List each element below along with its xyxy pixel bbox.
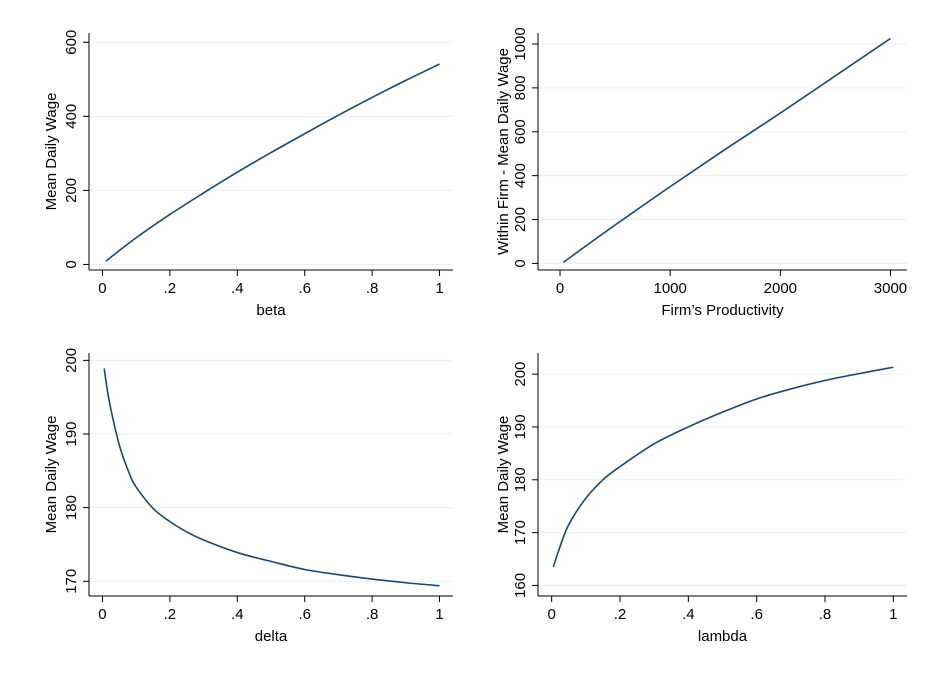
panel-4-series-line bbox=[552, 366, 894, 568]
panel-1-x-tick-label: .2 bbox=[164, 280, 177, 297]
panel-3-y-axis-title: Mean Daily Wage bbox=[43, 416, 60, 534]
panel-2-y-tick-label: 600 bbox=[512, 119, 529, 144]
panel-2-x-tick-label: 0 bbox=[556, 280, 564, 297]
panel-3-y-tick-label: 170 bbox=[63, 569, 80, 594]
panel-2-y-axis-title: Within Firm - Mean Daily Wage bbox=[495, 48, 512, 255]
panel-3-x-axis-title: delta bbox=[255, 628, 288, 645]
panel-1: 0 200 400 600 0 .2 .4 .6 .8 1 beta Mean Daily Wage bbox=[43, 30, 453, 319]
panel-3-y-tick-label: 190 bbox=[63, 421, 80, 446]
panel-2-x-tick-label: 3000 bbox=[874, 280, 907, 297]
panel-3-x-tick-label: 1 bbox=[435, 606, 443, 623]
panel-1-x-axis-title: beta bbox=[256, 302, 286, 319]
panel-2-y-tick-label: 400 bbox=[512, 163, 529, 188]
panel-3-y-tick-label: 200 bbox=[63, 348, 80, 373]
panel-1-x-tick-label: 0 bbox=[98, 280, 106, 297]
panel-1-y-axis-title: Mean Daily Wage bbox=[43, 93, 60, 211]
panel-4-x-tick-label: .6 bbox=[750, 606, 763, 623]
panel-3-x-tick-label: .2 bbox=[164, 606, 177, 623]
panel-4-x-tick-label: 1 bbox=[889, 606, 897, 623]
panel-4-x-tick-label: .4 bbox=[682, 606, 695, 623]
panel-3: 170 180 190 200 0 .2 .4 .6 .8 1 delta Mean Daily Wa… bbox=[43, 348, 453, 645]
panel-2-y-tick-label: 200 bbox=[512, 207, 529, 232]
panel-1-x-tick-label: 1 bbox=[435, 280, 443, 297]
panel-4-x-tick-label: .2 bbox=[614, 606, 627, 623]
panel-4: 160 170 180 190 200 0 .2 .4 .6 .8 1 lambda Mean Dail… bbox=[495, 353, 907, 645]
panel-2-y-tick-label: 1000 bbox=[512, 27, 529, 60]
panel-3-series-line bbox=[103, 368, 440, 587]
panel-4-y-tick-label: 170 bbox=[512, 520, 529, 545]
panel-3-y-tick-label: 180 bbox=[63, 495, 80, 520]
panel-4-x-tick-label: 0 bbox=[547, 606, 555, 623]
panel-1-x-tick-label: .8 bbox=[366, 280, 379, 297]
panel-2-x-tick-label: 1000 bbox=[653, 280, 686, 297]
panel-4-y-axis-title: Mean Daily Wage bbox=[495, 416, 512, 534]
panel-4-x-tick-label: .8 bbox=[819, 606, 832, 623]
panel-1-series-line bbox=[105, 63, 440, 262]
panel-3-x-tick-label: .6 bbox=[298, 606, 311, 623]
panel-1-y-tick-label: 200 bbox=[63, 178, 80, 203]
panel-1-y-tick-label: 400 bbox=[63, 104, 80, 129]
panel-2-y-tick-label: 800 bbox=[512, 75, 529, 100]
panel-1-x-tick-label: .4 bbox=[231, 280, 244, 297]
panel-2-x-axis-title: Firm’s Productivity bbox=[661, 302, 784, 319]
panel-4-y-tick-label: 200 bbox=[512, 362, 529, 387]
panel-2: 0 200 400 600 800 1000 0 1000 2000 3000 Firm’s Pro… bbox=[495, 27, 907, 319]
panel-1-x-tick-label: .6 bbox=[298, 280, 311, 297]
panel-2-x-tick-label: 2000 bbox=[764, 280, 797, 297]
panel-1-y-tick-label: 0 bbox=[63, 260, 80, 268]
panel-3-x-tick-label: 0 bbox=[98, 606, 106, 623]
panel-3-x-tick-label: .4 bbox=[231, 606, 244, 623]
panel-4-y-tick-label: 190 bbox=[512, 414, 529, 439]
panel-2-series-line bbox=[562, 37, 891, 263]
panel-4-y-tick-label: 160 bbox=[512, 573, 529, 598]
panel-3-x-tick-label: .8 bbox=[366, 606, 379, 623]
panel-4-x-axis-title: lambda bbox=[698, 628, 748, 645]
panel-1-y-tick-label: 600 bbox=[63, 30, 80, 55]
panel-2-y-tick-label: 0 bbox=[512, 259, 529, 267]
panel-4-y-tick-label: 180 bbox=[512, 467, 529, 492]
